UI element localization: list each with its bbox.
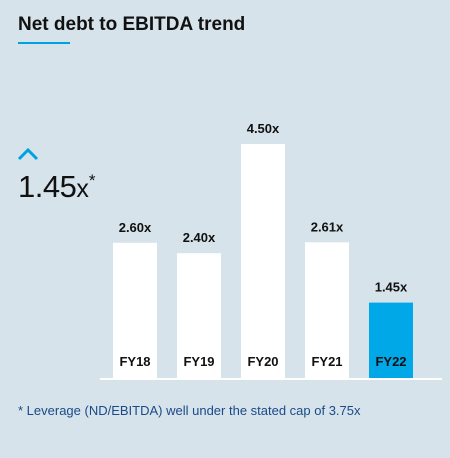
category-label-fy20: FY20	[247, 354, 278, 369]
bar-fy20	[241, 144, 285, 378]
data-label-fy19: 2.40x	[183, 230, 216, 245]
data-label-fy21: 2.61x	[311, 219, 344, 234]
title-underline	[18, 42, 70, 44]
category-label-fy21: FY21	[311, 354, 342, 369]
kpi-unit: x	[76, 175, 89, 203]
data-label-fy22: 1.45x	[375, 280, 408, 295]
bar-fy19	[177, 253, 221, 378]
category-label-fy19: FY19	[183, 354, 214, 369]
bar-fy22	[369, 302, 413, 378]
data-label-fy18: 2.60x	[119, 220, 152, 235]
category-label-fy22: FY22	[375, 354, 406, 369]
footnote: * Leverage (ND/EBITDA) well under the st…	[18, 403, 361, 418]
bar-fy18	[113, 242, 157, 378]
data-label-fy20: 4.50x	[247, 121, 280, 136]
page-title: Net debt to EBITDA trend	[18, 14, 246, 35]
chevron-up-icon	[17, 147, 39, 161]
category-label-fy18: FY18	[119, 354, 150, 369]
kpi-value: 1.45x*	[18, 163, 95, 207]
bar-fy21	[305, 242, 349, 378]
kpi-number: 1.45	[18, 169, 77, 204]
kpi-marker: *	[88, 171, 96, 190]
